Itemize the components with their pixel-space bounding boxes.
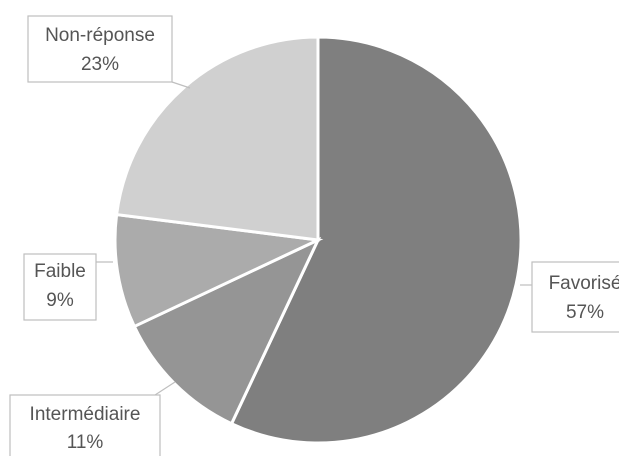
slice-label-value: 9% (46, 290, 74, 311)
slice-label-value: 11% (67, 432, 104, 453)
slice-label-faible: Faible 9% (23, 253, 113, 321)
slice-label-name: Non-réponse (45, 25, 155, 46)
slice-label-intermediaire: Intermédiaire 11% (9, 381, 176, 456)
slice-label-name: Faible (34, 261, 86, 282)
pie-slice-0 (229, 35, 523, 445)
pie-slice-3 (114, 35, 320, 242)
slice-label-non-reponse: Non-réponse 23% (27, 15, 191, 89)
slice-label-name: Intermédiaire (30, 404, 141, 425)
pie-slice-1 (132, 236, 322, 426)
pie-slice-2 (113, 212, 324, 329)
slice-label-value: 23% (81, 54, 119, 75)
slice-label-favorise: Favorisé 57% (520, 261, 619, 333)
slice-label-value: 57% (566, 302, 604, 323)
slice-label-name: Favorisé (549, 273, 619, 294)
